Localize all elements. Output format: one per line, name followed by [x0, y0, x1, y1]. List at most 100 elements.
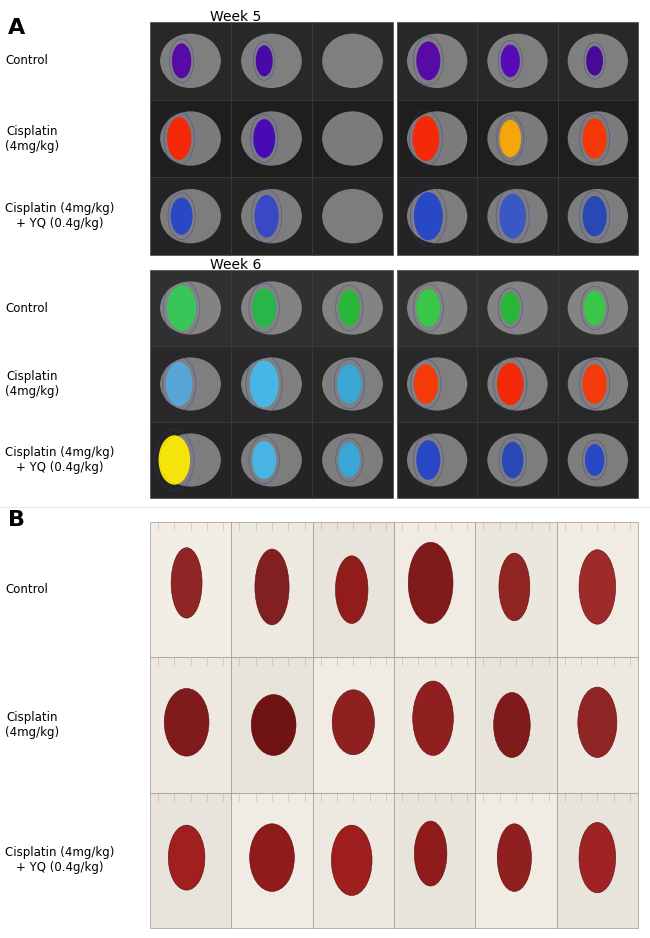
Ellipse shape [322, 34, 383, 88]
Ellipse shape [499, 120, 521, 158]
Ellipse shape [255, 195, 279, 237]
Bar [394, 522, 475, 658]
Bar [150, 422, 231, 498]
Ellipse shape [160, 357, 221, 411]
Ellipse shape [254, 119, 275, 158]
Ellipse shape [579, 823, 616, 893]
Ellipse shape [166, 362, 192, 406]
Ellipse shape [567, 433, 628, 487]
Ellipse shape [322, 357, 383, 411]
Ellipse shape [335, 556, 368, 624]
Bar [477, 177, 558, 255]
Ellipse shape [167, 117, 191, 159]
Ellipse shape [255, 45, 273, 76]
Bar [150, 793, 231, 928]
Ellipse shape [586, 46, 603, 76]
Bar [477, 99, 558, 177]
Ellipse shape [488, 281, 547, 335]
Ellipse shape [338, 443, 360, 477]
Bar [231, 177, 312, 255]
Bar [312, 177, 393, 255]
Text: Cisplatin (4mg/kg)
+ YQ (0.4g/kg): Cisplatin (4mg/kg) + YQ (0.4g/kg) [5, 446, 114, 474]
Bar [475, 793, 556, 928]
Bar [312, 422, 393, 498]
Ellipse shape [488, 433, 547, 487]
Text: Control: Control [5, 301, 48, 314]
Bar [231, 99, 312, 177]
Bar [394, 793, 475, 928]
Bar [231, 793, 313, 928]
Ellipse shape [416, 41, 441, 81]
Ellipse shape [322, 189, 383, 243]
Bar [475, 658, 556, 793]
Ellipse shape [160, 34, 221, 88]
Ellipse shape [168, 825, 205, 890]
Ellipse shape [488, 34, 547, 88]
Ellipse shape [408, 542, 453, 624]
Bar [231, 22, 312, 99]
Bar [397, 99, 477, 177]
Ellipse shape [255, 549, 289, 625]
Text: B: B [8, 510, 25, 530]
Ellipse shape [567, 112, 628, 166]
Bar [558, 99, 638, 177]
Ellipse shape [250, 360, 279, 407]
Bar [558, 177, 638, 255]
Bar [397, 177, 477, 255]
Ellipse shape [407, 112, 467, 166]
Ellipse shape [172, 43, 191, 78]
Bar [397, 422, 477, 498]
Bar [558, 422, 638, 498]
Ellipse shape [582, 118, 606, 159]
Ellipse shape [252, 441, 276, 479]
Text: Control: Control [5, 583, 48, 597]
Ellipse shape [499, 553, 530, 621]
Ellipse shape [407, 281, 467, 335]
Bar [397, 270, 477, 346]
Bar [312, 270, 393, 346]
Ellipse shape [160, 433, 221, 487]
Bar [231, 346, 312, 422]
Ellipse shape [416, 440, 441, 479]
Ellipse shape [160, 112, 221, 166]
Ellipse shape [407, 433, 467, 487]
Bar [397, 22, 477, 99]
Bar [394, 658, 475, 793]
Ellipse shape [332, 689, 374, 755]
Ellipse shape [164, 688, 209, 756]
Text: Cisplatin (4mg/kg)
+ YQ (0.4g/kg): Cisplatin (4mg/kg) + YQ (0.4g/kg) [5, 846, 114, 874]
Bar [477, 346, 558, 422]
Text: Week 6: Week 6 [210, 258, 261, 272]
Ellipse shape [497, 824, 532, 891]
Bar [556, 658, 638, 793]
Text: Week 5: Week 5 [210, 10, 261, 24]
Ellipse shape [241, 34, 302, 88]
Text: Cisplatin
(4mg/kg): Cisplatin (4mg/kg) [5, 125, 59, 153]
Bar [312, 346, 393, 422]
Ellipse shape [567, 281, 628, 335]
Ellipse shape [252, 694, 296, 755]
Ellipse shape [500, 292, 520, 324]
Bar [558, 22, 638, 99]
Bar [313, 522, 394, 658]
Bar [231, 522, 313, 658]
Ellipse shape [407, 189, 467, 243]
Ellipse shape [493, 692, 530, 758]
Bar [150, 99, 231, 177]
Bar [312, 99, 393, 177]
Ellipse shape [488, 357, 547, 411]
Ellipse shape [413, 681, 453, 755]
Ellipse shape [582, 196, 606, 236]
Bar [312, 22, 393, 99]
Text: A: A [8, 18, 25, 38]
Ellipse shape [171, 548, 202, 618]
Ellipse shape [413, 116, 439, 161]
Ellipse shape [159, 435, 190, 485]
Bar [556, 522, 638, 658]
Ellipse shape [171, 198, 192, 234]
Bar [150, 22, 231, 99]
Ellipse shape [567, 34, 628, 88]
Ellipse shape [407, 357, 467, 411]
Ellipse shape [500, 44, 520, 77]
Ellipse shape [241, 112, 302, 166]
